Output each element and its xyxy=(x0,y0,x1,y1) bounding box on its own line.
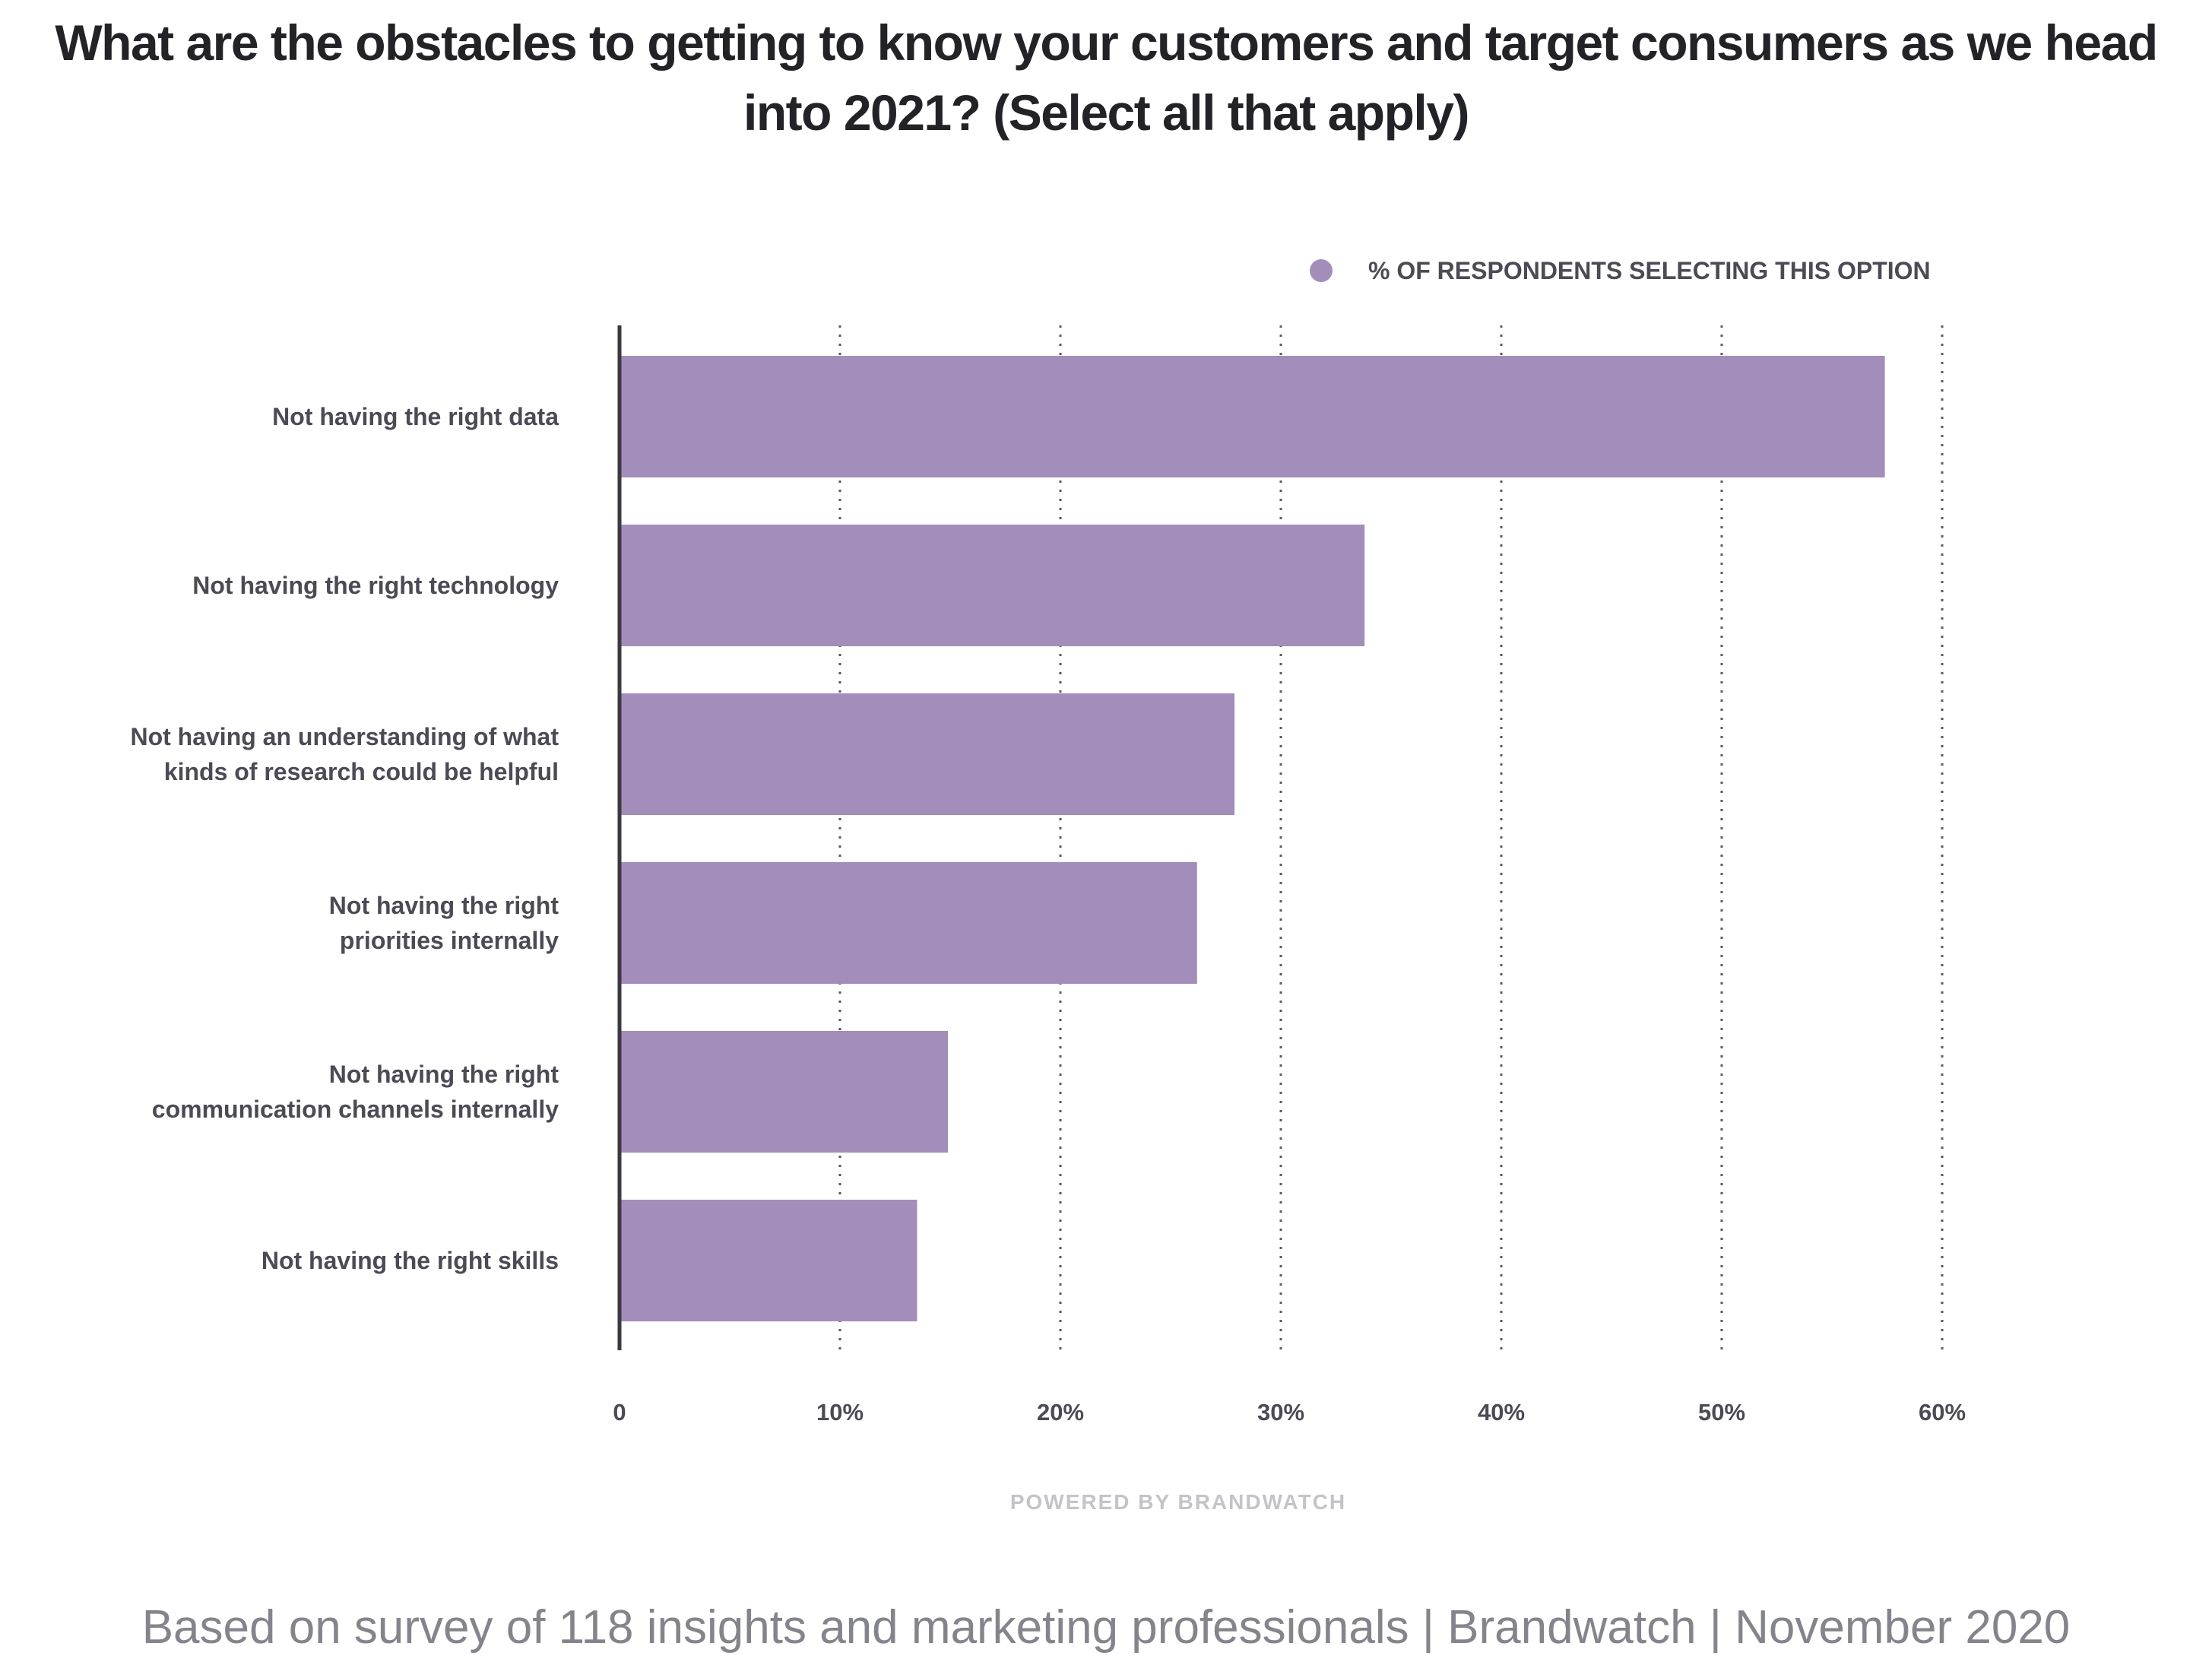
x-tick-label: 30% xyxy=(1257,1399,1304,1426)
bar xyxy=(620,1031,949,1153)
bar xyxy=(620,356,1885,477)
legend: % OF RESPONDENTS SELECTING THIS OPTION xyxy=(1310,257,1931,284)
category-label: Not having an understanding of what kinds… xyxy=(130,723,559,785)
legend-marker xyxy=(1310,259,1333,282)
category-label: Not having the right priorities internall… xyxy=(329,892,559,954)
gridlines xyxy=(838,325,1944,1350)
bars xyxy=(620,356,1885,1321)
x-tick-label: 10% xyxy=(816,1399,864,1426)
chart-title: What are the obstacles to getting to kno… xyxy=(55,14,2158,141)
x-tick-labels: 0 10% 20% 30% 40% 50% 60% xyxy=(613,1399,1966,1426)
category-label: Not having the right communication channe… xyxy=(152,1061,559,1123)
x-tick-label: 20% xyxy=(1037,1399,1084,1426)
x-tick-label: 40% xyxy=(1478,1399,1525,1426)
bar xyxy=(620,693,1235,815)
x-tick-label: 50% xyxy=(1698,1399,1745,1426)
legend-label: % OF RESPONDENTS SELECTING THIS OPTION xyxy=(1368,257,1931,284)
category-labels: Not having the right data Not having the … xyxy=(130,403,559,1274)
x-tick-label: 60% xyxy=(1919,1399,1966,1426)
bar xyxy=(620,862,1197,984)
powered-by-credit: POWERED BY BRANDWATCH xyxy=(1009,1490,1347,1514)
category-label: Not having the right data xyxy=(272,403,559,430)
x-tick-label: 0 xyxy=(613,1399,626,1426)
category-label: Not having the right technology xyxy=(192,572,559,599)
source-footnote: Based on survey of 118 insights and mark… xyxy=(141,1601,2071,1654)
bar xyxy=(620,1200,917,1321)
bar xyxy=(620,525,1365,646)
category-label: Not having the right skills xyxy=(261,1247,559,1274)
